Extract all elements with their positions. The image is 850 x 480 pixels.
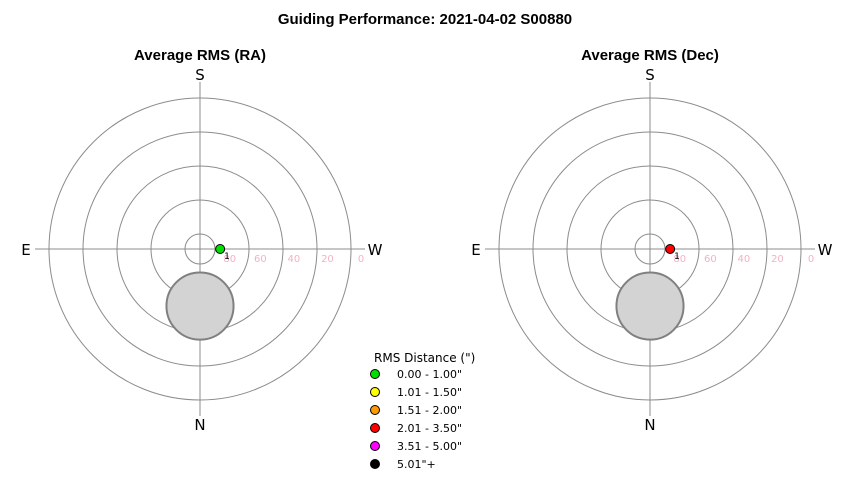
obstruction-layer [165, 271, 235, 341]
altitude-tick-label: 20 [321, 254, 334, 265]
legend-marker [370, 423, 380, 433]
legend-label: 0.00 - 1.00" [397, 368, 462, 381]
legend: RMS Distance (") 0.00 - 1.00" 1.01 - 1.50… [370, 351, 475, 471]
polar-plot-title: Average RMS (RA) [134, 47, 266, 64]
data-point-label: 1 [224, 252, 230, 262]
data-point [215, 244, 226, 254]
polar-axes [485, 82, 815, 416]
altitude-tick-label: 80 [673, 254, 686, 265]
direction-label-right: W [818, 241, 833, 259]
direction-label-right: W [368, 241, 383, 259]
data-points: 1 [215, 244, 230, 262]
legend-label: 1.01 - 1.50" [397, 386, 462, 399]
legend-marker [370, 441, 380, 451]
obstruction-circle [165, 271, 235, 341]
direction-label-top: S [645, 66, 655, 84]
legend-label: 5.01"+ [397, 458, 436, 471]
legend-marker [370, 459, 380, 469]
legend-marker [370, 405, 380, 415]
direction-label-top: S [195, 66, 205, 84]
polar-plot-ra: Average RMS (RA) 80 60 40 20 0 S N E W 1 [21, 47, 382, 434]
data-points: 1 [665, 244, 680, 262]
altitude-tick-label: 20 [771, 254, 784, 265]
data-point [665, 244, 676, 254]
polar-plot-title: Average RMS (Dec) [581, 47, 719, 64]
altitude-tick-labels: 80 60 40 20 0 [223, 254, 364, 265]
polar-plot-dec: Average RMS (Dec) 80 60 40 20 0 S N E W 1 [471, 47, 832, 434]
altitude-tick-label: 0 [358, 254, 364, 265]
obstruction-layer [615, 271, 685, 341]
polar-axes [35, 82, 365, 416]
direction-label-left: E [471, 241, 480, 259]
legend-marker [370, 387, 380, 397]
data-point-label: 1 [674, 252, 680, 262]
altitude-tick-labels: 80 60 40 20 0 [673, 254, 814, 265]
legend-label: 2.01 - 3.50" [397, 422, 462, 435]
figure-title: Guiding Performance: 2021-04-02 S00880 [278, 11, 572, 28]
altitude-tick-label: 80 [223, 254, 236, 265]
legend-marker [370, 369, 380, 379]
altitude-tick-label: 0 [808, 254, 814, 265]
direction-label-bottom: N [644, 416, 655, 434]
legend-title: RMS Distance (") [374, 351, 475, 365]
altitude-tick-label: 40 [738, 254, 751, 265]
legend-label: 1.51 - 2.00" [397, 404, 462, 417]
obstruction-circle [615, 271, 685, 341]
altitude-tick-label: 40 [288, 254, 301, 265]
direction-label-left: E [21, 241, 30, 259]
direction-label-bottom: N [194, 416, 205, 434]
legend-items: 0.00 - 1.00" 1.01 - 1.50" 1.51 - 2.00" 2.01… [370, 368, 462, 471]
altitude-tick-label: 60 [254, 254, 267, 265]
altitude-tick-label: 60 [704, 254, 717, 265]
legend-label: 3.51 - 5.00" [397, 440, 462, 453]
